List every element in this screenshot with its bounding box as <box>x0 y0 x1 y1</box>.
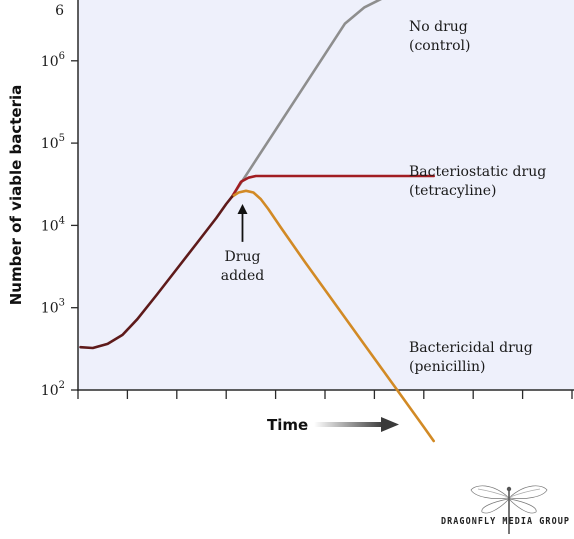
series-label-2-line-1: (tetracyline) <box>409 183 497 199</box>
time-arrow-shaft <box>314 422 384 427</box>
x-ticks <box>77 390 573 399</box>
y-axis-title: Number of viable bacteria <box>7 85 25 306</box>
drug-added-line-1: added <box>221 268 265 284</box>
y-tick-exponent: 6 <box>59 51 65 62</box>
series-labels: No drug (control) Bacteriostatic drug (tetr… <box>409 19 546 375</box>
series-label-2-line-0: Bacteriostatic drug <box>409 164 546 180</box>
time-arrow-icon <box>381 417 399 432</box>
y-tick-label-0: 102 <box>41 380 65 399</box>
dragonfly-icon <box>470 485 548 534</box>
x-axis-title-group: Time <box>267 416 399 434</box>
series-line-0 <box>79 195 234 350</box>
y-tick-base: 10 <box>41 54 59 70</box>
y-tick-label-4: 106 <box>41 51 65 70</box>
y-tick-exponent: 5 <box>59 133 65 144</box>
y-tick-label-2: 104 <box>41 215 65 234</box>
logo-text: DRAGONFLY MEDIA GROUP <box>441 516 570 527</box>
y-tick-base: 10 <box>41 301 59 317</box>
y-tick-base: 6 <box>55 3 64 19</box>
drug-added-annotation: Drug added <box>221 204 265 284</box>
arrow-up-icon <box>237 204 248 215</box>
series-line-3 <box>230 189 435 443</box>
y-tick-exponent: 2 <box>59 380 65 391</box>
y-tick-base: 10 <box>41 218 59 234</box>
dragonfly-logo: DRAGONFLY MEDIA GROUP <box>441 485 570 534</box>
series-label-3-line-1: (penicillin) <box>409 359 485 375</box>
series-lines <box>79 0 435 443</box>
plot-background <box>78 0 574 390</box>
series-label-1-line-1: (control) <box>409 38 470 54</box>
y-tick-label-3: 105 <box>41 133 65 152</box>
y-tick-label-5: 6 <box>55 3 64 19</box>
series-label-1-line-0: No drug <box>409 19 468 35</box>
drug-added-label: Drug added <box>221 249 265 284</box>
drug-added-line-0: Drug <box>225 249 261 265</box>
y-tick-base: 10 <box>41 383 59 399</box>
y-tick-label-1: 103 <box>41 298 65 317</box>
y-tick-base: 10 <box>41 136 59 152</box>
series-label-3-line-0: Bactericidal drug <box>409 340 533 356</box>
y-tick-exponent: 3 <box>59 298 65 309</box>
series-line-2 <box>230 174 435 198</box>
series-line-1 <box>230 0 383 198</box>
x-axis-title: Time <box>267 416 308 434</box>
y-tick-exponent: 4 <box>59 215 65 226</box>
